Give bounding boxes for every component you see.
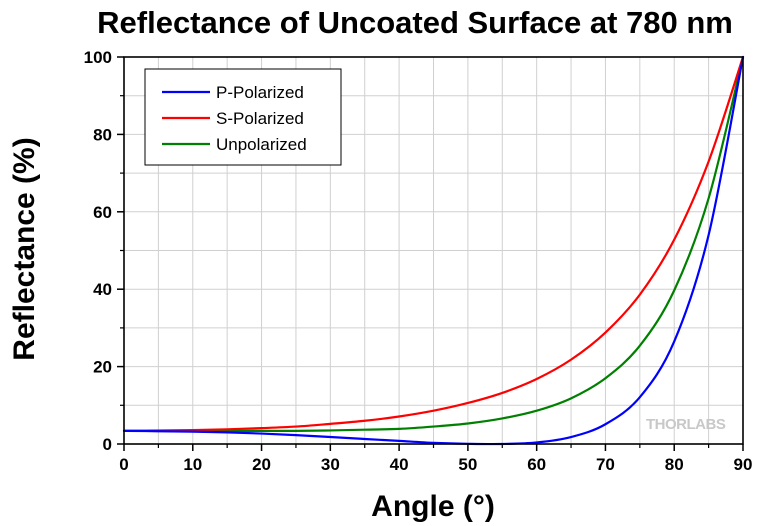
x-axis-label: Angle (°)	[371, 490, 495, 523]
series-line-unpolarized	[122, 55, 745, 432]
legend: P-Polarized S-Polarized Unpolarized	[144, 68, 342, 166]
x-tick-label: 30	[321, 455, 340, 474]
x-tick-label: 90	[734, 455, 753, 474]
chart-title: Reflectance of Uncoated Surface at 780 n…	[97, 5, 733, 40]
y-tick-label: 100	[84, 48, 112, 67]
thorlabs-watermark: THORLABS	[646, 416, 726, 433]
x-tick-label: 0	[119, 455, 128, 474]
x-tick-label: 60	[527, 455, 546, 474]
y-axis-label: Reflectance (%)	[8, 137, 41, 360]
legend-label: Unpolarized	[216, 135, 307, 154]
x-tick-label: 80	[665, 455, 684, 474]
legend-label: P-Polarized	[216, 83, 304, 102]
x-tick-label: 70	[596, 455, 615, 474]
y-tick-label: 40	[93, 280, 112, 299]
series-line-s-polarized	[122, 55, 745, 432]
y-tick-label: 20	[93, 358, 112, 377]
y-tick-label: 80	[93, 125, 112, 144]
x-tick-label: 40	[390, 455, 409, 474]
axis-ticks	[117, 56, 744, 451]
y-tick-label: 60	[93, 203, 112, 222]
y-tick-label: 0	[103, 435, 112, 454]
tick-labels: 0 10 20 30 40 50 60 70 80 90 0 20 40 60 80 100	[84, 48, 753, 474]
legend-label: S-Polarized	[216, 109, 304, 128]
x-tick-label: 20	[252, 455, 271, 474]
x-tick-label: 50	[458, 455, 477, 474]
x-tick-label: 10	[183, 455, 202, 474]
